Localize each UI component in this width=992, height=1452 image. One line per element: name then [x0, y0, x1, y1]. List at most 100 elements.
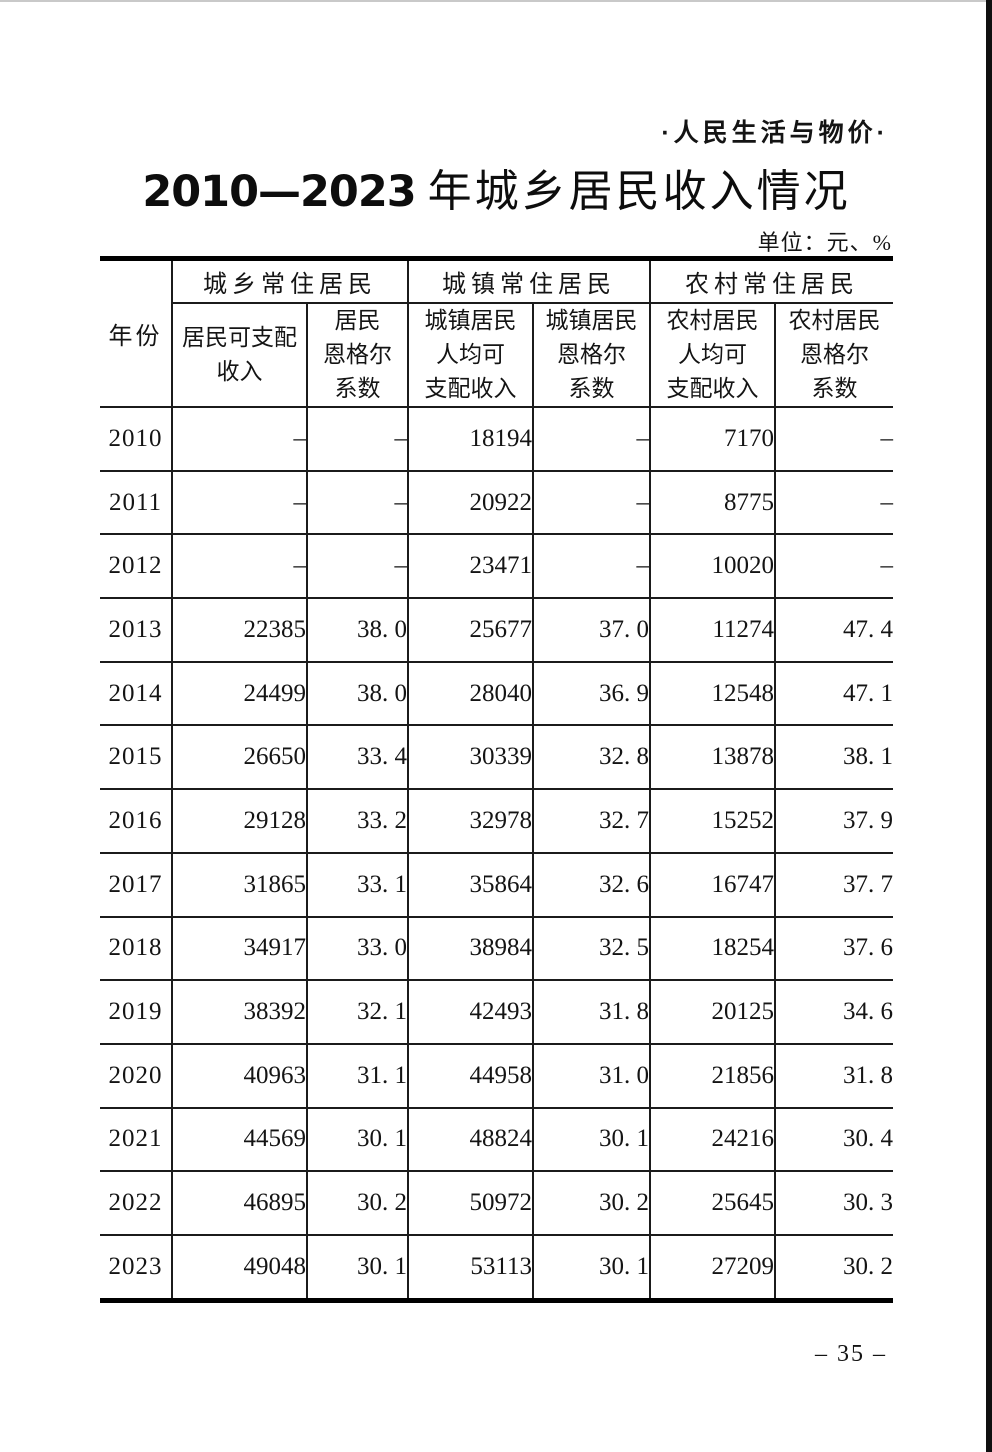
- value-cell: 40963: [171, 1042, 308, 1109]
- table-row: 2023 49048 30. 1 53113 30. 1 27209 30. 2: [100, 1233, 893, 1302]
- year-column-header: 年份: [100, 257, 173, 408]
- value-cell: 18194: [407, 406, 534, 472]
- value-cell: 49048: [171, 1233, 308, 1302]
- value-cell: 32. 7: [532, 788, 651, 854]
- value-cell: 30. 1: [306, 1233, 409, 1302]
- year-cell: 2022: [100, 1170, 173, 1236]
- value-cell: 21856: [649, 1042, 776, 1109]
- scan-top-edge: [0, 0, 992, 2]
- value-cell: –: [532, 406, 651, 472]
- value-cell: 42493: [407, 979, 534, 1045]
- value-cell: 32. 1: [306, 979, 409, 1045]
- value-cell: 44569: [171, 1106, 308, 1173]
- value-cell: 30. 3: [774, 1170, 893, 1236]
- value-cell: –: [171, 469, 308, 536]
- value-cell: 31865: [171, 851, 308, 918]
- year-cell: 2021: [100, 1106, 173, 1173]
- value-cell: 35864: [407, 851, 534, 918]
- value-cell: 13878: [649, 724, 776, 791]
- value-cell: 29128: [171, 788, 308, 854]
- value-cell: 33. 1: [306, 851, 409, 918]
- value-cell: 30. 2: [306, 1170, 409, 1236]
- table-row: 2022 46895 30. 2 50972 30. 2 25645 30. 3: [100, 1170, 893, 1236]
- value-cell: –: [306, 406, 409, 472]
- value-cell: –: [774, 469, 893, 536]
- title-year-range: 2010—2023: [142, 167, 416, 217]
- value-cell: –: [171, 533, 308, 600]
- year-cell: 2018: [100, 915, 173, 982]
- col-header-rural-engel: 农村居民 恩格尔 系数: [774, 302, 893, 408]
- value-cell: –: [171, 406, 308, 472]
- value-cell: 25645: [649, 1170, 776, 1236]
- value-cell: –: [532, 469, 651, 536]
- value-cell: 16747: [649, 851, 776, 918]
- value-cell: 32. 8: [532, 724, 651, 791]
- value-cell: 32978: [407, 788, 534, 854]
- value-cell: 33. 0: [306, 915, 409, 982]
- value-cell: 11274: [649, 597, 776, 663]
- value-cell: 30. 1: [532, 1106, 651, 1173]
- value-cell: 31. 8: [774, 1042, 893, 1109]
- value-cell: 50972: [407, 1170, 534, 1236]
- value-cell: 30. 2: [774, 1233, 893, 1302]
- sub-header-row: 居民可支配 收入 居民 恩格尔 系数 城镇居民 人均可 支配收入 城镇居民 恩格…: [100, 302, 893, 408]
- value-cell: 12548: [649, 660, 776, 727]
- value-cell: 47. 1: [774, 660, 893, 727]
- value-cell: 28040: [407, 660, 534, 727]
- year-cell: 2010: [100, 406, 173, 472]
- value-cell: 24216: [649, 1106, 776, 1173]
- year-cell: 2017: [100, 851, 173, 918]
- value-cell: 24499: [171, 660, 308, 727]
- value-cell: 23471: [407, 533, 534, 600]
- group-header-urban-rural: 城乡常住居民: [171, 257, 409, 304]
- table-body: 2010– –18194–7170–2011– –20922–8775–2012– –…: [100, 406, 893, 1302]
- table-row: 2020 40963 31. 1 44958 31. 0 21856 31. 8: [100, 1042, 893, 1109]
- table-row: 2014 24499 38. 0 28040 36. 9 12548 47. 1: [100, 660, 893, 727]
- table-row: 2016 29128 33. 2 32978 32. 7 15252 37. 9: [100, 788, 893, 854]
- value-cell: 33. 2: [306, 788, 409, 854]
- value-cell: 31. 1: [306, 1042, 409, 1109]
- unit-note: 单位：元、%: [757, 230, 892, 255]
- value-cell: 15252: [649, 788, 776, 854]
- value-cell: 27209: [649, 1233, 776, 1302]
- table-row: 2012– –23471–10020–: [100, 533, 893, 600]
- value-cell: 38. 1: [774, 724, 893, 791]
- year-cell: 2012: [100, 533, 173, 600]
- col-header-residents-engel: 居民 恩格尔 系数: [306, 302, 409, 408]
- page-number: – 35 –: [815, 1341, 887, 1367]
- value-cell: 34917: [171, 915, 308, 982]
- value-cell: –: [306, 469, 409, 536]
- value-cell: 31. 8: [532, 979, 651, 1045]
- group-header-urban: 城镇常住居民: [407, 257, 651, 304]
- col-header-residents-income: 居民可支配 收入: [171, 302, 308, 408]
- value-cell: –: [774, 533, 893, 600]
- value-cell: 38. 0: [306, 660, 409, 727]
- value-cell: 33. 4: [306, 724, 409, 791]
- group-header-row: 年份 城乡常住居民 城镇常住居民 农村常住居民: [100, 257, 893, 408]
- year-cell: 2013: [100, 597, 173, 663]
- value-cell: 38984: [407, 915, 534, 982]
- value-cell: 48824: [407, 1106, 534, 1173]
- value-cell: 32. 5: [532, 915, 651, 982]
- value-cell: 44958: [407, 1042, 534, 1109]
- year-cell: 2015: [100, 724, 173, 791]
- page-title: 2010—2023 年城乡居民收入情况: [100, 162, 893, 225]
- value-cell: 38. 0: [306, 597, 409, 663]
- table-row: 2010– –18194–7170–: [100, 406, 893, 472]
- col-header-rural-income: 农村居民 人均可 支配收入: [649, 302, 776, 408]
- table-head: 年份 城乡常住居民 城镇常住居民 农村常住居民 居民可支配 收入 居民 恩格尔 …: [100, 257, 893, 408]
- value-cell: 30. 1: [306, 1106, 409, 1173]
- year-cell: 2016: [100, 788, 173, 854]
- value-cell: 53113: [407, 1233, 534, 1302]
- year-cell: 2019: [100, 979, 173, 1045]
- value-cell: 20922: [407, 469, 534, 536]
- year-cell: 2023: [100, 1233, 173, 1302]
- section-header: ·人民生活与物价·: [661, 119, 889, 147]
- value-cell: –: [306, 533, 409, 600]
- value-cell: 46895: [171, 1170, 308, 1236]
- group-header-rural: 农村常住居民: [649, 257, 893, 304]
- value-cell: 20125: [649, 979, 776, 1045]
- title-text: 年城乡居民收入情况: [427, 167, 851, 216]
- table-row: 2015 26650 33. 4 30339 32. 8 13878 38. 1: [100, 724, 893, 791]
